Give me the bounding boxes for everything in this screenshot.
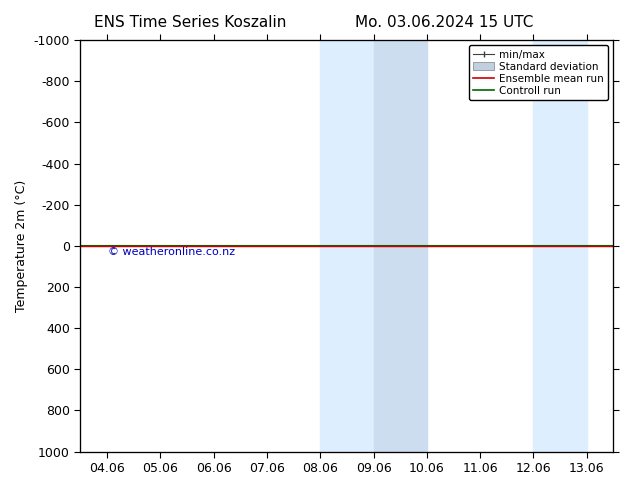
Text: © weatheronline.co.nz: © weatheronline.co.nz [108, 247, 235, 257]
Text: Mo. 03.06.2024 15 UTC: Mo. 03.06.2024 15 UTC [354, 15, 533, 30]
Bar [320, 40, 373, 452]
Text: ENS Time Series Koszalin: ENS Time Series Koszalin [94, 15, 287, 30]
Bar [533, 40, 587, 452]
Bar [373, 40, 427, 452]
Legend: min/max, Standard deviation, Ensemble mean run, Controll run: min/max, Standard deviation, Ensemble me… [469, 46, 608, 100]
Y-axis label: Temperature 2m (°C): Temperature 2m (°C) [15, 180, 28, 312]
